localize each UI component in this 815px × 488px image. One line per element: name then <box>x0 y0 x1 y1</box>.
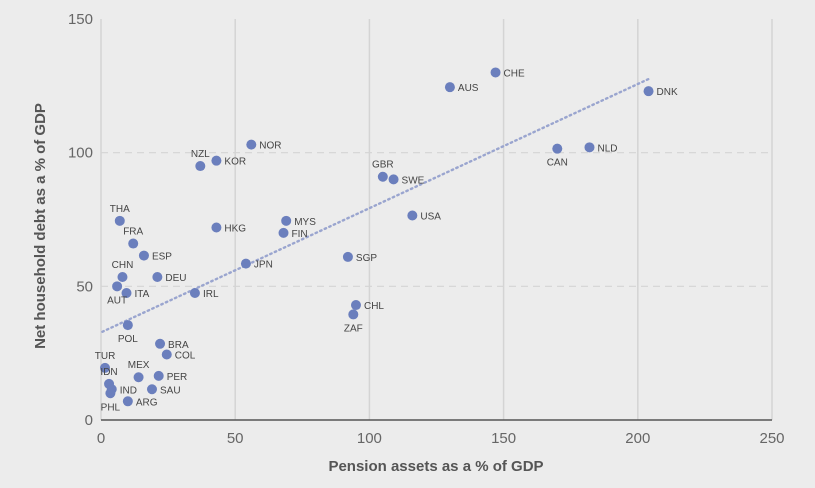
point-label-idn: IDN <box>100 367 117 378</box>
point-bra <box>155 338 166 349</box>
y-axis-ticks: 0 50 100 150 <box>68 11 93 429</box>
point-can <box>552 143 563 154</box>
point-label-sau: SAU <box>160 385 181 396</box>
point-label-gbr: GBR <box>372 160 394 171</box>
point-label-phl: PHL <box>101 402 121 413</box>
point-mex <box>133 372 144 383</box>
point-label-tha: THA <box>110 204 130 215</box>
point-label-nld: NLD <box>597 143 617 154</box>
point-pol <box>122 320 133 331</box>
point-label-col: COL <box>175 351 196 362</box>
gridlines <box>101 19 773 420</box>
point-jpn <box>240 258 251 269</box>
point-deu <box>152 271 163 282</box>
point-label-fra: FRA <box>123 227 143 238</box>
point-label-aut: AUT <box>107 295 127 306</box>
point-per <box>153 370 164 381</box>
point-label-irl: IRL <box>203 289 219 300</box>
point-tha <box>114 215 125 226</box>
point-aus <box>444 82 455 93</box>
point-label-chn: CHN <box>112 260 134 271</box>
point-label-pol: POL <box>118 334 138 345</box>
point-nld <box>584 142 595 153</box>
point-kor <box>211 155 222 166</box>
point-label-aus: AUS <box>458 83 479 94</box>
point-sau <box>146 384 157 395</box>
x-axis-line <box>100 19 772 421</box>
point-label-can: CAN <box>547 158 568 169</box>
point-zaf <box>348 309 359 320</box>
point-label-hkg: HKG <box>224 224 246 235</box>
point-col <box>161 349 172 360</box>
y-tick-label: 150 <box>68 11 93 28</box>
data-points <box>100 67 654 407</box>
y-tick-label: 0 <box>85 412 93 429</box>
point-label-ita: ITA <box>134 289 149 300</box>
y-tick-label: 100 <box>68 145 93 162</box>
point-fra <box>128 238 139 249</box>
y-axis-title: Net household debt as a % of GDP <box>32 103 49 349</box>
point-label-deu: DEU <box>165 273 186 284</box>
point-label-swe: SWE <box>402 175 425 186</box>
point-phl <box>105 388 116 399</box>
point-tur <box>100 362 111 373</box>
x-tick-label: 250 <box>759 430 784 447</box>
point-label-chl: CHL <box>364 301 384 312</box>
x-tick-label: 150 <box>491 430 516 447</box>
point-label-esp: ESP <box>152 252 172 263</box>
point-ita <box>121 288 132 299</box>
point-label-mex: MEX <box>128 360 150 371</box>
point-che <box>490 67 501 78</box>
point-sgp <box>342 251 353 262</box>
point-label-zaf: ZAF <box>344 323 363 334</box>
point-mys <box>281 215 292 226</box>
point-label-bra: BRA <box>168 340 189 351</box>
point-chl <box>350 300 361 311</box>
point-label-dnk: DNK <box>657 87 678 98</box>
point-dnk <box>643 86 654 97</box>
point-nzl <box>195 161 206 172</box>
y-tick-label: 50 <box>76 278 93 295</box>
x-tick-label: 0 <box>97 430 105 447</box>
point-esp <box>138 250 149 261</box>
point-swe <box>388 174 399 185</box>
point-label-mys: MYS <box>294 217 316 228</box>
point-usa <box>407 210 418 221</box>
point-label-nor: NOR <box>259 141 281 152</box>
point-label-jpn: JPN <box>254 260 273 271</box>
point-label-ind: IND <box>120 385 137 396</box>
point-label-nzl: NZL <box>191 149 210 160</box>
point-label-arg: ARG <box>136 397 158 408</box>
point-label-tur: TUR <box>95 351 116 362</box>
point-hkg <box>211 222 222 233</box>
x-axis-title: Pension assets as a % of GDP <box>328 458 543 475</box>
point-label-per: PER <box>167 372 188 383</box>
x-tick-label: 200 <box>625 430 650 447</box>
point-gbr <box>377 171 388 182</box>
point-fin <box>278 227 289 238</box>
point-arg <box>122 396 133 407</box>
point-label-usa: USA <box>420 211 441 222</box>
point-label-kor: KOR <box>224 157 246 168</box>
x-tick-label: 100 <box>357 430 382 447</box>
point-label-fin: FIN <box>292 229 308 240</box>
point-chn <box>117 271 128 282</box>
x-tick-label: 50 <box>227 430 244 447</box>
point-label-sgp: SGP <box>356 253 377 264</box>
point-irl <box>189 288 200 299</box>
point-label-che: CHE <box>504 68 525 79</box>
x-axis-ticks: 0 50 100 150 200 250 <box>97 430 785 447</box>
point-aut <box>112 281 123 292</box>
point-nor <box>246 139 257 150</box>
